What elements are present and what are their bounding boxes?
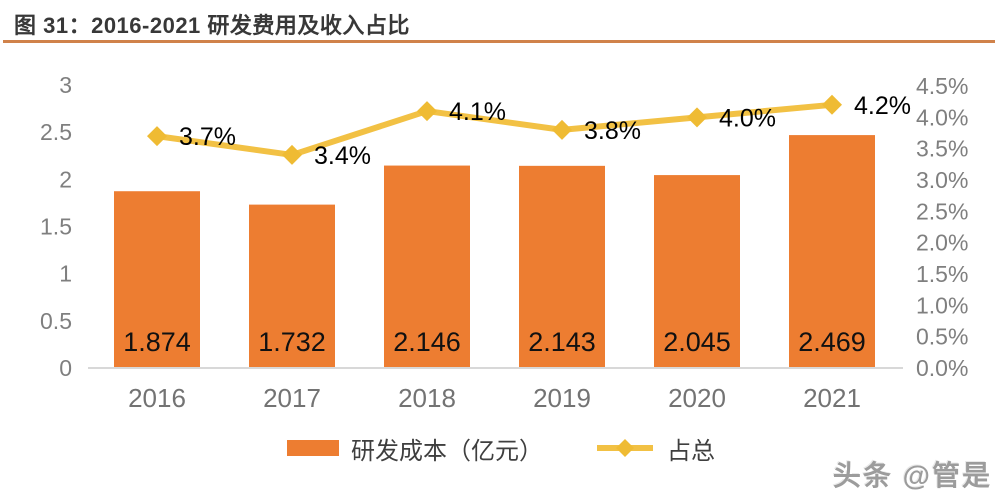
watermark: 头条 @管是 <box>832 460 992 491</box>
bar-series-swatch <box>287 440 339 456</box>
left-axis-tick: 2 <box>59 166 72 192</box>
right-axis-tick: 3.0% <box>916 167 968 193</box>
line-point-2017 <box>282 144 302 165</box>
left-axis-tick: 2.5 <box>40 119 72 145</box>
bar-2016 <box>114 191 200 368</box>
chart-legend: 研发成本（亿元） 占总 <box>0 430 1002 466</box>
right-axis-tick: 4.0% <box>916 104 968 130</box>
diamond-marker-icon <box>616 439 634 457</box>
right-axis-tick: 0.0% <box>916 355 968 381</box>
legend-item-line: 占总 <box>595 431 715 466</box>
chart-canvas: 3 2.5 2 1.5 1 0.5 0 4.5% 4.0% 3.5% 3.0% 2.5% 2.0% 1.5… <box>40 72 968 413</box>
right-axis-tick: 2.0% <box>916 230 968 256</box>
bar-value-label: 2.143 <box>528 327 596 357</box>
line-point-2018 <box>417 101 437 122</box>
bar-2018 <box>384 165 470 368</box>
right-axis-tick: 2.5% <box>916 198 968 224</box>
line-series-label: 占总 <box>667 437 715 465</box>
bar-value-label: 2.469 <box>798 327 866 357</box>
legend-item-bar: 研发成本（亿元） <box>287 431 543 466</box>
x-axis-label-2020: 2020 <box>668 383 726 413</box>
bar-2019 <box>519 165 605 368</box>
x-axis-label-2017: 2017 <box>263 383 321 413</box>
left-axis-tick: 1 <box>59 261 72 287</box>
bar-value-label: 1.732 <box>258 327 326 357</box>
trend-line <box>156 101 833 158</box>
x-axis-label-2016: 2016 <box>128 383 186 413</box>
bar-2021 <box>789 135 875 368</box>
right-axis-tick: 0.5% <box>916 324 968 350</box>
bar-value-label: 2.146 <box>393 327 461 357</box>
x-axis-label-2021: 2021 <box>803 383 861 413</box>
bar-2017 <box>249 204 335 368</box>
title-underline <box>3 40 995 43</box>
line-point-2016 <box>147 126 167 147</box>
bar-series-label: 研发成本（亿元） <box>351 437 543 465</box>
line-data-label: 3.7% <box>179 123 236 151</box>
right-axis-tick: 1.0% <box>916 292 968 318</box>
page-title: 图 31：2016-2021 研发费用及收入占比 <box>14 13 410 38</box>
line-data-label: 3.4% <box>314 142 371 170</box>
line-point-2021 <box>822 94 842 115</box>
line-point-2020 <box>687 107 707 128</box>
bar-value-label: 2.045 <box>663 327 731 357</box>
line-data-label: 4.0% <box>719 104 776 132</box>
line-data-label: 3.8% <box>584 117 641 145</box>
right-axis-tick: 3.5% <box>916 136 968 162</box>
bar-2020 <box>654 175 740 368</box>
left-axis-tick: 1.5 <box>40 214 72 240</box>
line-series-swatch <box>597 439 653 457</box>
right-axis-tick: 1.5% <box>916 261 968 287</box>
left-axis-tick: 0.5 <box>40 308 72 334</box>
line-data-label: 4.2% <box>854 92 911 120</box>
bar-value-label: 1.874 <box>123 327 191 357</box>
x-axis-label-2018: 2018 <box>398 383 456 413</box>
right-axis-tick: 4.5% <box>916 73 968 99</box>
left-axis-tick: 0 <box>59 355 72 381</box>
line-data-label: 4.1% <box>449 98 506 126</box>
x-axis-label-2019: 2019 <box>533 383 591 413</box>
left-axis-tick: 3 <box>59 72 72 98</box>
combo-chart: 3 2.5 2 1.5 1 0.5 0 4.5% 4.0% 3.5% 3.0% 2.5% 2.0% 1.5… <box>0 44 1002 424</box>
line-point-2019 <box>552 119 572 140</box>
